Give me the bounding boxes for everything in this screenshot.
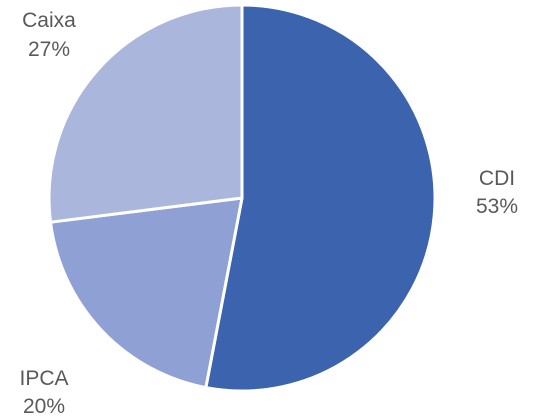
pie-slice-cdi — [204, 3, 437, 393]
slice-value-cdi: 53% — [476, 195, 518, 218]
slice-value-ipca: 20% — [23, 395, 65, 418]
slice-value-caixa: 27% — [28, 38, 70, 61]
pie-slice-ipca — [49, 196, 244, 390]
pie-slice-caixa — [47, 3, 244, 224]
slice-label-caixa: Caixa — [22, 9, 76, 32]
slice-label-cdi: CDI — [479, 167, 515, 190]
pie-slices — [47, 3, 437, 393]
slice-label-ipca: IPCA — [19, 367, 68, 390]
